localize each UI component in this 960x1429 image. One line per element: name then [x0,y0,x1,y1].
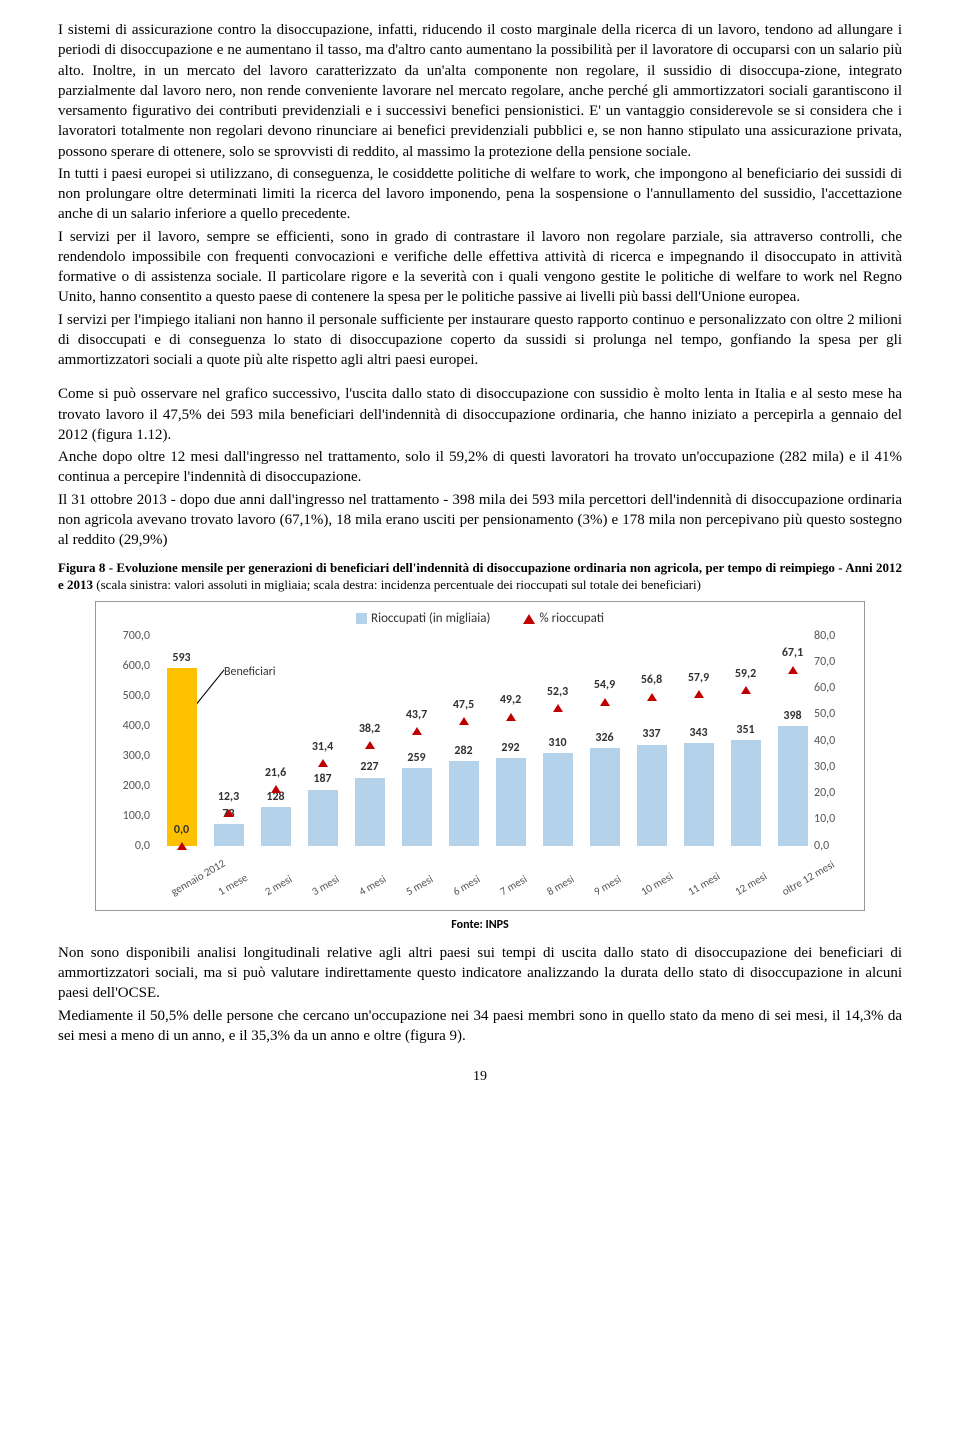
y-left-tick: 300,0 [123,748,150,764]
chart-legend: Rioccupati (in migliaia) % rioccupati [96,610,864,628]
pct-value-label: 57,9 [677,670,721,686]
pct-value-label: 56,8 [630,672,674,688]
legend-square-icon [356,613,367,624]
paragraph: Come si può osservare nel grafico succes… [58,384,902,445]
pct-value-label: 67,1 [771,645,815,661]
y-right-tick: 50,0 [814,706,835,722]
pct-value-label: 47,5 [442,697,486,713]
y-right-tick: 30,0 [814,759,835,775]
pct-value-label: 21,6 [254,765,298,781]
pct-marker-icon [741,686,751,694]
chart-bar [590,748,620,846]
paragraph: Non sono disponibili analisi longitudina… [58,943,902,1004]
bar-value-label: 398 [773,708,813,724]
pct-marker-icon [600,698,610,706]
chart-bar [261,807,291,845]
y-left-tick: 700,0 [123,628,150,644]
bar-value-label: 593 [162,650,202,666]
chart-bar [402,768,432,846]
page-number: 19 [58,1068,902,1087]
pct-marker-icon [224,809,234,817]
x-axis-labels: gennaio 20121 mese2 mesi3 mesi4 mesi5 me… [158,850,814,906]
bar-value-label: 292 [491,740,531,756]
chart-plot-area: Beneficiari 5930,07312,312821,618731,422… [158,638,814,846]
y-right-tick: 70,0 [814,654,835,670]
pct-marker-icon [647,693,657,701]
pct-value-label: 52,3 [536,684,580,700]
chart-bar [778,726,808,845]
pct-marker-icon [553,704,563,712]
bar-value-label: 337 [632,726,672,742]
pct-marker-icon [459,717,469,725]
paragraph: Mediamente il 50,5% delle persone che ce… [58,1006,902,1047]
pct-marker-icon [271,785,281,793]
y-left-tick: 200,0 [123,778,150,794]
pct-value-label: 43,7 [395,707,439,723]
y-left-tick: 500,0 [123,688,150,704]
chart-bar [684,743,714,846]
chart-bar [637,745,667,846]
bar-value-label: 351 [726,722,766,738]
bar-value-label: 326 [585,730,625,746]
chart-bar [167,668,197,846]
y-right-tick: 80,0 [814,628,835,644]
bar-value-label: 282 [444,743,484,759]
chart-bar [355,778,385,846]
pct-marker-icon [318,759,328,767]
paragraph: In tutti i paesi europei si utilizzano, … [58,164,902,225]
chart-bar [543,753,573,846]
pct-marker-icon [506,713,516,721]
pct-marker-icon [177,842,187,850]
pct-value-label: 59,2 [724,666,768,682]
beneficiari-annotation: Beneficiari [224,664,276,680]
y-left-tick: 0,0 [135,838,150,854]
paragraph: I servizi per l'impiego italiani non han… [58,310,902,371]
pct-value-label: 38,2 [348,721,392,737]
y-axis-left: 0,0100,0200,0300,0400,0500,0600,0700,0 [104,638,154,846]
y-axis-right: 0,010,020,030,040,050,060,070,080,0 [810,638,860,846]
y-right-tick: 60,0 [814,680,835,696]
y-right-tick: 20,0 [814,785,835,801]
pct-marker-icon [365,741,375,749]
y-right-tick: 40,0 [814,733,835,749]
bar-value-label: 259 [397,750,437,766]
y-right-tick: 10,0 [814,811,835,827]
pct-value-label: 54,9 [583,677,627,693]
bar-value-label: 227 [350,759,390,775]
paragraph: Il 31 ottobre 2013 - dopo due anni dall'… [58,490,902,551]
legend-label-2: % rioccupati [539,611,604,626]
y-right-tick: 0,0 [814,838,829,854]
pct-marker-icon [694,690,704,698]
figure-caption-detail: (scala sinistra: valori assoluti in migl… [93,577,701,592]
chart-bar [308,790,338,846]
paragraph: Anche dopo oltre 12 mesi dall'ingresso n… [58,447,902,488]
pct-marker-icon [788,666,798,674]
paragraph: I servizi per il lavoro, sempre se effic… [58,227,902,308]
pct-marker-icon [412,727,422,735]
bar-value-label: 310 [538,735,578,751]
pct-value-label: 0,0 [160,822,204,838]
paragraph: I sistemi di assicurazione contro la dis… [58,20,902,162]
pct-value-label: 31,4 [301,739,345,755]
legend-triangle-icon [523,614,535,624]
chart-bar [214,824,244,846]
legend-label-1: Rioccupati (in migliaia) [371,611,490,626]
pct-value-label: 12,3 [207,789,251,805]
chart-bar [449,761,479,846]
bar-value-label: 187 [303,771,343,787]
y-left-tick: 400,0 [123,718,150,734]
chart-source: Fonte: INPS [58,917,902,933]
chart-container: Rioccupati (in migliaia) % rioccupati 0,… [95,601,865,911]
y-left-tick: 600,0 [123,658,150,674]
pct-value-label: 49,2 [489,692,533,708]
figure-caption: Figura 8 - Evoluzione mensile per genera… [58,560,902,593]
chart-bar [731,740,761,845]
y-left-tick: 100,0 [123,808,150,824]
bar-value-label: 343 [679,725,719,741]
chart-bar [496,758,526,846]
